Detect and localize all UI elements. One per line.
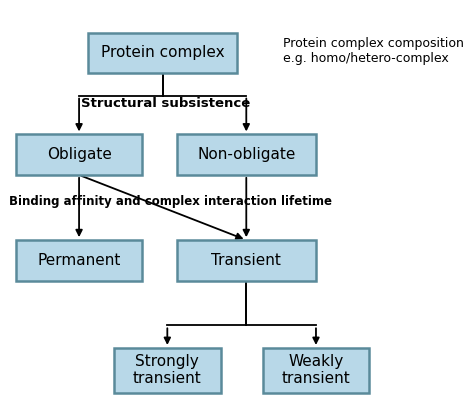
FancyBboxPatch shape: [263, 348, 369, 393]
FancyBboxPatch shape: [177, 134, 316, 175]
Text: Strongly
transient: Strongly transient: [133, 354, 202, 386]
FancyBboxPatch shape: [114, 348, 221, 393]
FancyBboxPatch shape: [88, 33, 237, 73]
Text: Protein complex: Protein complex: [101, 46, 225, 61]
Text: Obligate: Obligate: [46, 147, 111, 162]
FancyBboxPatch shape: [177, 240, 316, 281]
Text: Permanent: Permanent: [37, 253, 121, 268]
Text: Weakly
transient: Weakly transient: [282, 354, 350, 386]
FancyBboxPatch shape: [16, 240, 142, 281]
Text: Structural subsistence: Structural subsistence: [82, 97, 251, 110]
Text: Non-obligate: Non-obligate: [197, 147, 295, 162]
Text: Transient: Transient: [211, 253, 281, 268]
FancyBboxPatch shape: [16, 134, 142, 175]
Text: Binding affinity and complex interaction lifetime: Binding affinity and complex interaction…: [9, 195, 332, 208]
Text: Protein complex composition
e.g. homo/hetero-complex: Protein complex composition e.g. homo/he…: [283, 37, 465, 65]
